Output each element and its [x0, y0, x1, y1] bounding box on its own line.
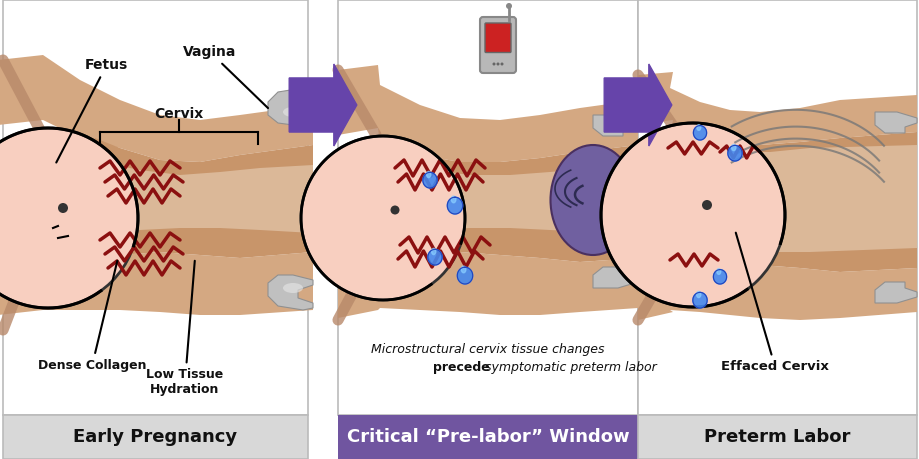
Text: Vagina: Vagina: [183, 45, 267, 108]
Text: Critical “Pre-labor” Window: Critical “Pre-labor” Window: [346, 428, 629, 446]
Text: Fetus: Fetus: [56, 58, 128, 162]
Polygon shape: [0, 252, 312, 315]
Text: Microstructural cervix tissue changes: Microstructural cervix tissue changes: [371, 343, 604, 357]
Polygon shape: [337, 252, 637, 318]
Bar: [637, 0, 916, 415]
Text: symptomatic preterm labor: symptomatic preterm labor: [481, 360, 656, 374]
Text: Preterm Labor: Preterm Labor: [704, 428, 850, 446]
FancyBboxPatch shape: [480, 17, 516, 73]
Polygon shape: [712, 269, 726, 284]
Circle shape: [492, 62, 495, 66]
Text: precede: precede: [433, 360, 489, 374]
Polygon shape: [451, 196, 456, 203]
Polygon shape: [447, 197, 462, 214]
Polygon shape: [727, 146, 742, 161]
Circle shape: [0, 128, 138, 308]
Circle shape: [600, 123, 784, 307]
Circle shape: [505, 3, 512, 9]
Polygon shape: [267, 275, 312, 310]
Ellipse shape: [550, 145, 635, 255]
Text: Effaced Cervix: Effaced Cervix: [720, 233, 828, 373]
Polygon shape: [693, 126, 706, 140]
Circle shape: [701, 200, 711, 210]
Polygon shape: [0, 55, 312, 162]
Circle shape: [58, 203, 68, 213]
Polygon shape: [368, 145, 637, 262]
Polygon shape: [650, 145, 916, 255]
Polygon shape: [637, 262, 916, 320]
Polygon shape: [427, 249, 442, 265]
Polygon shape: [696, 291, 700, 297]
Text: Early Pregnancy: Early Pregnancy: [74, 428, 237, 446]
Ellipse shape: [283, 107, 302, 117]
Polygon shape: [423, 173, 437, 188]
Circle shape: [390, 206, 399, 214]
Polygon shape: [604, 64, 671, 146]
Circle shape: [496, 62, 499, 66]
Bar: [3, 0, 308, 415]
Polygon shape: [593, 115, 637, 136]
Polygon shape: [460, 266, 465, 273]
FancyBboxPatch shape: [484, 23, 510, 52]
Text: Low Tissue
Hydration: Low Tissue Hydration: [146, 261, 223, 396]
Polygon shape: [378, 162, 637, 238]
Polygon shape: [874, 282, 916, 303]
Polygon shape: [337, 65, 637, 162]
Bar: [3, 415, 308, 459]
Polygon shape: [289, 64, 357, 146]
Polygon shape: [457, 267, 472, 284]
Ellipse shape: [283, 283, 302, 293]
Polygon shape: [68, 138, 312, 260]
Circle shape: [500, 62, 503, 66]
Polygon shape: [716, 269, 720, 274]
Polygon shape: [692, 292, 707, 308]
Polygon shape: [696, 125, 700, 130]
Circle shape: [301, 136, 464, 300]
Text: Cervix: Cervix: [154, 107, 203, 121]
Bar: [637, 415, 916, 459]
Polygon shape: [641, 132, 916, 272]
Text: Dense Collagen: Dense Collagen: [38, 261, 146, 371]
Polygon shape: [426, 171, 430, 178]
Polygon shape: [431, 248, 436, 255]
Polygon shape: [874, 112, 916, 133]
Bar: [337, 415, 637, 459]
Polygon shape: [85, 162, 312, 238]
Polygon shape: [593, 267, 637, 288]
Bar: [337, 0, 637, 415]
Polygon shape: [731, 145, 735, 151]
Polygon shape: [267, 88, 312, 125]
Polygon shape: [637, 72, 916, 145]
